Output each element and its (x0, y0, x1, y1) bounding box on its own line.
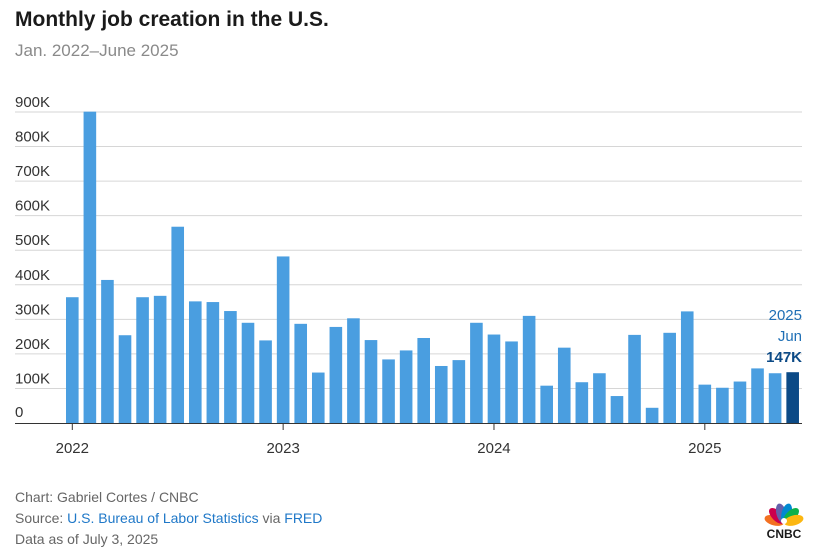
x-tick-label: 2025 (688, 440, 721, 457)
bar (294, 323, 308, 423)
fred-link[interactable]: FRED (284, 510, 323, 526)
y-tick-label: 800K (15, 129, 50, 146)
x-axis: 2022 2023 2024 2025 (15, 423, 802, 457)
bar (83, 111, 97, 423)
bar (311, 372, 325, 423)
bar (487, 334, 501, 423)
peacock-body (781, 518, 787, 524)
bar (698, 384, 712, 423)
bar-chart: 0 100K 200K 300K 400K 500K 600K 700K 800K 900K 20… (15, 94, 802, 457)
y-tick-label: 600K (15, 198, 50, 215)
bar (610, 396, 624, 423)
bar (733, 381, 747, 423)
bar (276, 256, 290, 423)
bar (575, 382, 589, 423)
annotation-month: Jun (778, 328, 802, 345)
peacock-feather (783, 514, 804, 526)
bls-link[interactable]: U.S. Bureau of Labor Statistics (67, 510, 259, 526)
bar (522, 315, 536, 423)
x-tick-label: 2022 (56, 440, 89, 457)
y-axis-labels: 0 100K 200K 300K 400K 500K 600K 700K 800K 900K (15, 94, 50, 421)
annotation-value: 147K (766, 349, 802, 366)
x-tick-label: 2024 (477, 440, 510, 457)
page-subtitle: Jan. 2022–June 2025 (15, 41, 179, 60)
bar (628, 334, 641, 423)
page-title: Monthly job creation in the U.S. (15, 8, 329, 31)
bar (118, 335, 132, 423)
annotation-year: 2025 (769, 307, 802, 324)
bar (716, 387, 729, 423)
chart-credit: Chart: Gabriel Cortes / CNBC (15, 489, 199, 505)
bar (329, 326, 343, 423)
bar (505, 341, 518, 423)
y-tick-label: 700K (15, 163, 50, 180)
bar (417, 337, 430, 423)
bar (786, 372, 799, 423)
bar (751, 368, 764, 423)
y-tick-label: 400K (15, 267, 50, 284)
bar (136, 297, 149, 423)
bar (540, 385, 553, 423)
bar (241, 322, 255, 423)
bar (188, 301, 202, 423)
bar (645, 407, 659, 423)
bar (452, 360, 466, 423)
bar (399, 350, 413, 423)
y-tick-label: 300K (15, 301, 50, 318)
bar (171, 226, 185, 423)
bar (101, 279, 114, 423)
last-value-annotation: 2025 Jun 147K (766, 307, 802, 366)
bar (224, 311, 237, 423)
source-line: Source: U.S. Bureau of Labor Statistics … (15, 510, 323, 526)
data-note: Data as of July 3, 2025 (15, 531, 159, 547)
bar (680, 311, 694, 423)
y-tick-label: 100K (15, 370, 50, 387)
bar (768, 373, 782, 423)
bar (434, 365, 448, 423)
bar (259, 340, 272, 423)
bar (364, 340, 378, 423)
bar (557, 347, 571, 423)
bar (663, 332, 676, 423)
bar (347, 318, 360, 423)
y-tick-label: 200K (15, 336, 50, 353)
x-tick-label: 2023 (266, 440, 299, 457)
bar (66, 297, 79, 423)
cnbc-wordmark: CNBC (767, 527, 802, 540)
bar (382, 359, 395, 423)
peacock-icon: CNBC (764, 503, 804, 541)
y-tick-label: 500K (15, 232, 50, 249)
bar (593, 373, 606, 423)
bars (66, 111, 799, 423)
bar (153, 295, 167, 423)
bar (470, 322, 483, 423)
y-tick-label: 0 (15, 404, 23, 421)
y-tick-label: 900K (15, 94, 50, 111)
cnbc-logo: CNBC (760, 494, 808, 541)
bar (206, 302, 220, 423)
